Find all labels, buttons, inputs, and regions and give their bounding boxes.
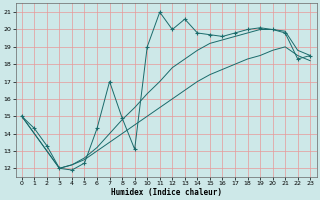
X-axis label: Humidex (Indice chaleur): Humidex (Indice chaleur) xyxy=(110,188,221,197)
